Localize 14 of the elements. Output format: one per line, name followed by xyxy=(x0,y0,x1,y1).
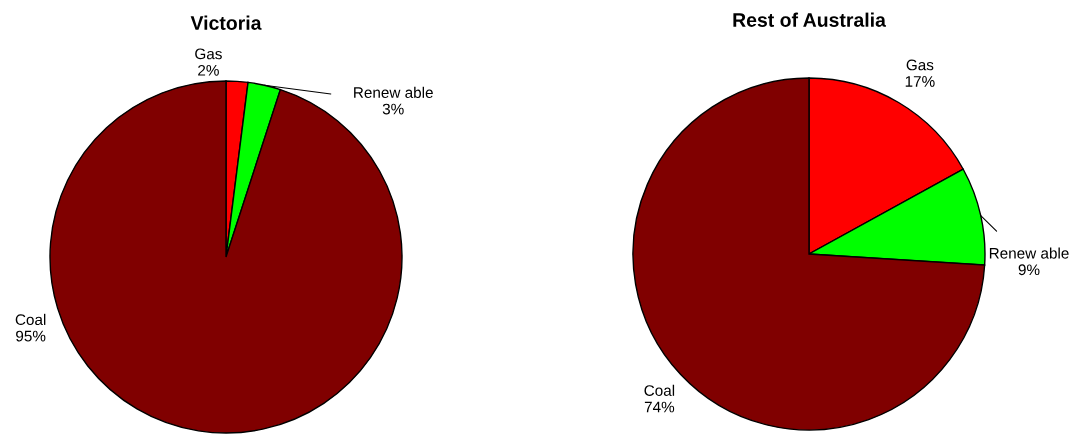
data-label: 2% xyxy=(198,64,219,76)
slice-label: Gas xyxy=(906,59,934,71)
chart-title: Rest of Australia xyxy=(733,12,887,27)
slice-label: Gas xyxy=(195,48,222,60)
data-label: 95% xyxy=(16,330,46,342)
slice-label: Coal xyxy=(15,313,46,326)
slice-label: Renew able xyxy=(989,247,1069,259)
data-label: 9% xyxy=(1018,264,1040,276)
data-label: 17% xyxy=(905,76,935,87)
legend-label: Renew able xyxy=(354,86,433,98)
data-label: 3% xyxy=(382,103,404,115)
slice-label: Coal xyxy=(644,384,675,396)
chart-title: Victoria xyxy=(190,15,262,30)
data-label: 74% xyxy=(644,401,675,413)
